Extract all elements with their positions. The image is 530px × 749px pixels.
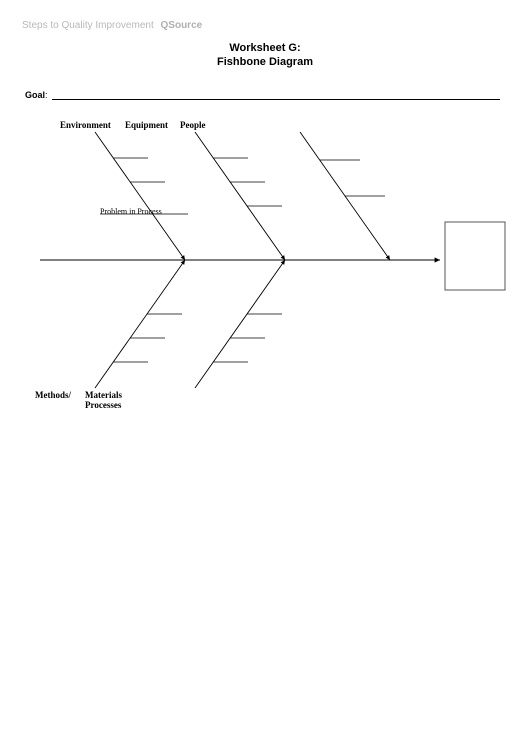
- worksheet-title: Worksheet G: Fishbone Diagram: [0, 42, 530, 70]
- goal-colon: :: [45, 90, 48, 100]
- cat-processes: Processes: [85, 400, 121, 410]
- header-left: Steps to Quality Improvement QSource: [22, 20, 202, 31]
- goal-input-line[interactable]: [52, 99, 500, 100]
- fishbone-svg: [0, 110, 530, 410]
- cat-people: People: [180, 120, 206, 130]
- cat-equipment: Equipment: [125, 120, 168, 130]
- cat-environment: Environment: [60, 120, 111, 130]
- goal-label: Goal:: [25, 90, 48, 100]
- header-text: Steps to Quality Improvement: [22, 20, 154, 31]
- cat-methods: Methods/: [35, 390, 71, 400]
- cat-materials: Materials: [85, 390, 122, 400]
- fishbone-diagram: Environment Equipment People Methods/ Ma…: [0, 110, 530, 410]
- title-line2: Fishbone Diagram: [0, 56, 530, 70]
- goal-word: Goal: [25, 90, 45, 100]
- title-line1: Worksheet G:: [0, 42, 530, 56]
- worksheet-page: Steps to Quality Improvement QSource Wor…: [0, 0, 530, 749]
- header-brand: QSource: [161, 20, 203, 31]
- subcause-label: Problem in Process: [100, 207, 162, 216]
